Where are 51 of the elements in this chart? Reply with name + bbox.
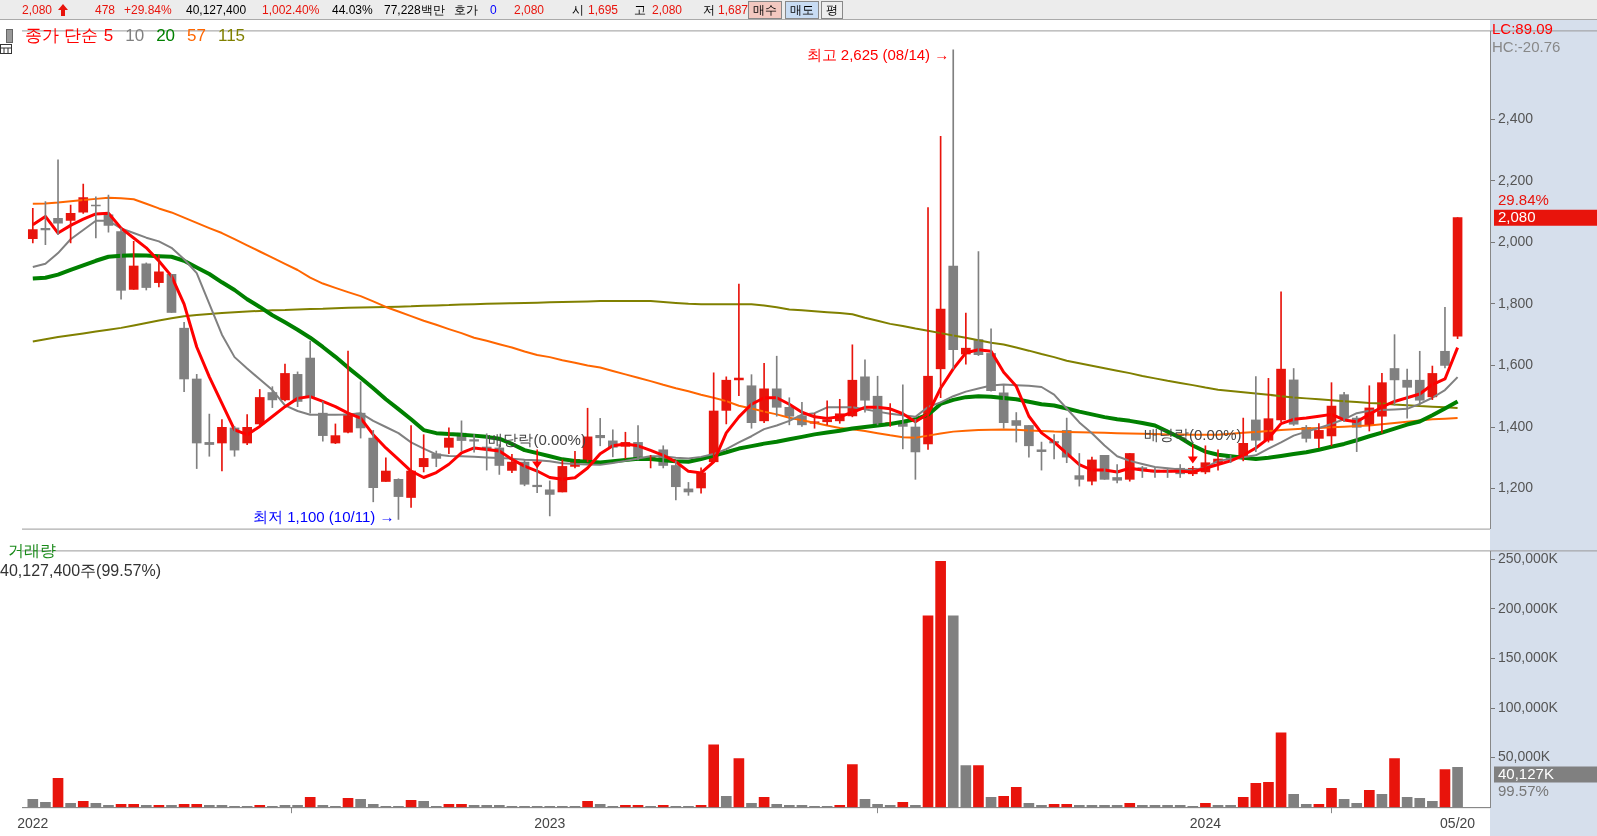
y-tick-label: 2,400 [1498,110,1534,126]
x-tick-label: 05/20 [1440,815,1476,832]
y-tick-label: 200,000K [1498,599,1559,616]
x-tick-label: 2022 [17,815,49,832]
text: 10 [125,25,145,46]
y-tick-label: 1,800 [1498,294,1534,311]
text: 1,687 [718,3,749,17]
text: 평 [821,1,843,19]
x-tick-label: 2023 [534,815,566,832]
chart-title: 거래량 [7,541,57,561]
text: 호가 [454,3,478,17]
text: 시 [572,3,584,17]
text: 5 [103,25,114,46]
text: 115 [217,25,246,46]
text: 29.84% [1498,190,1549,208]
x-tick-label: 2024 [1189,815,1222,832]
text: LC:89.09 [1492,20,1553,38]
text: 40,127,400 [186,3,247,17]
text: 2,080 [1498,207,1536,225]
y-tick-label: 1,400 [1498,417,1534,434]
annotation: 최저 1,100 (10/11) → [253,507,395,525]
text: 0 [490,3,497,17]
text: +29.84% [124,3,172,17]
text: 1,002.40% [262,3,320,17]
text: 40,127K [1498,764,1554,782]
text: 40,127,400주(99.57%) [0,561,161,581]
y-tick-label: 2,000 [1498,233,1534,250]
y-tick-label: 1,200 [1498,479,1534,496]
y-tick-label: 150,000K [1498,649,1559,666]
text: 1,695 [588,3,619,17]
legend-title: 종가 단순 [25,25,98,47]
text: 44.03% [332,3,373,17]
text: 77,228백만 [384,3,445,17]
text: 저 [703,3,715,17]
y-tick-label: 50,000K [1498,748,1551,765]
text: 고 [634,3,646,17]
y-tick-label: 2,200 [1498,171,1534,188]
text: 478 [95,3,116,17]
text: 매수 [748,1,782,19]
text: 2,080 [22,3,53,17]
y-tick-label: 250,000K [1498,550,1559,567]
text: 20 [156,25,176,46]
text: 57 [187,25,206,46]
text: 99.57% [1498,781,1549,799]
text: 매도 [785,1,819,19]
text: HC:-20.76 [1492,38,1561,56]
text: 2,080 [514,3,545,17]
y-tick-label: 100,000K [1498,698,1559,715]
annotation: 최고 2,625 (08/14) → [806,46,950,64]
text: 2,080 [652,3,683,17]
y-tick-label: 1,600 [1498,356,1534,373]
